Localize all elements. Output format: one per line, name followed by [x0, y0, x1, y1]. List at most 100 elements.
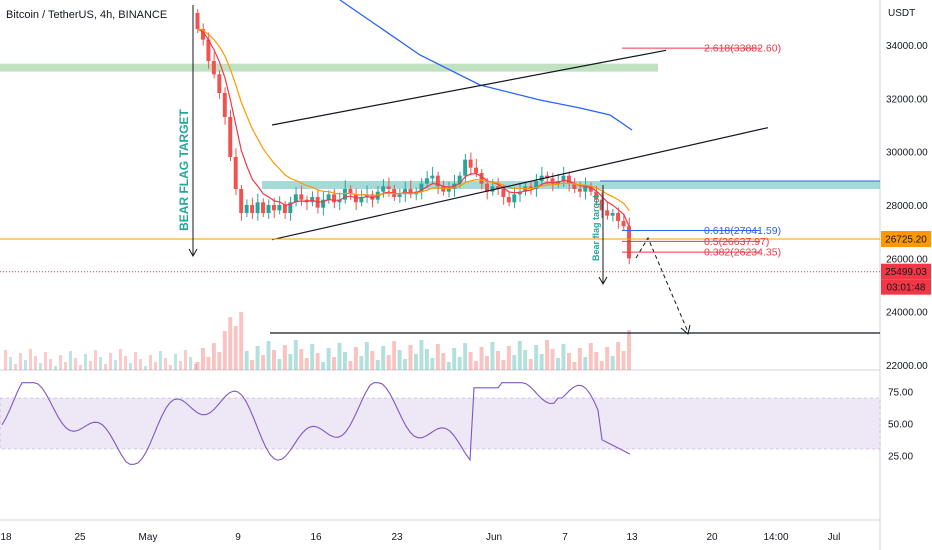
volume-bar [211, 343, 216, 370]
candle [588, 186, 593, 192]
arrow-head-icon [188, 248, 198, 258]
flag-lower-trendline[interactable] [271, 127, 769, 241]
time-tick-label: 18 [0, 532, 12, 543]
candle [342, 189, 347, 200]
volume-bar [255, 346, 260, 370]
price-tick-label: 24000.00 [886, 308, 928, 319]
volume-bar [556, 358, 560, 370]
volume-bar [534, 345, 539, 370]
candle [566, 175, 571, 184]
volume-bar [169, 365, 172, 370]
time-tick-label: 16 [310, 532, 322, 543]
ema-slow-line [197, 28, 630, 212]
volume-bar [370, 351, 375, 370]
rsi-line [1, 382, 631, 465]
projection-path[interactable] [635, 236, 689, 333]
candle [441, 186, 446, 192]
volume-bar [228, 317, 233, 370]
candle [337, 199, 342, 203]
candle [485, 183, 489, 192]
candle [271, 205, 276, 211]
candles [195, 9, 631, 265]
time-tick-label: 20 [706, 532, 718, 543]
volume-bar [129, 363, 132, 370]
candle [599, 199, 604, 211]
volume-bar [189, 357, 192, 370]
volume-bar [545, 340, 550, 370]
candle [408, 189, 413, 195]
volume-bar [610, 356, 615, 370]
candle [195, 13, 200, 29]
volume-bar [321, 362, 326, 370]
volume-bar [392, 341, 397, 370]
time-tick-label: 9 [235, 532, 241, 543]
countdown-tag-bg [881, 279, 931, 295]
price-tags: 26725.20 25499.03 03:01:48 [881, 230, 931, 295]
volume-bar [566, 353, 571, 370]
flag-upper-trendline[interactable] [271, 49, 667, 126]
volume-bar [386, 355, 391, 370]
rsi-line [1, 382, 631, 465]
volume-bar [315, 353, 320, 370]
volume-bar [19, 353, 22, 370]
candle [364, 194, 369, 197]
candle [282, 205, 287, 213]
fib-level-label: 0.5(26637.97) [704, 236, 769, 248]
fib-level-label: 0.382(26234.35) [704, 247, 781, 259]
volume-bar [577, 348, 582, 370]
time-tick-label: 14:00 [763, 532, 788, 543]
candle [397, 194, 402, 197]
volume-bar [29, 349, 32, 370]
candle [211, 61, 216, 75]
volume-bar [109, 353, 112, 370]
volume-bar [304, 358, 309, 370]
volume-bar [222, 331, 227, 370]
orange-price-tag: 26725.20 [885, 234, 927, 245]
candle [244, 205, 249, 213]
candle [501, 189, 506, 197]
time-tick-label: Jul [828, 532, 841, 543]
volume-bar [627, 330, 631, 370]
time-tick-label: 7 [562, 532, 568, 543]
candle [528, 186, 533, 189]
candle [627, 226, 631, 259]
volume-bar [397, 350, 402, 370]
volume-bar [506, 346, 511, 370]
volume-bar [468, 352, 473, 370]
volume-bar [512, 355, 517, 370]
volume-bar [561, 344, 566, 370]
rsi-tick-label: 75.00 [888, 388, 913, 399]
candle [288, 202, 293, 213]
volume-bar [616, 342, 621, 370]
volume-bar [572, 362, 577, 370]
price-tick-label: 22000.00 [886, 361, 928, 372]
volume-bar [64, 362, 67, 370]
candle [233, 157, 238, 189]
volume-bar [282, 345, 287, 370]
candle [255, 202, 260, 213]
volume-bar [599, 361, 604, 370]
volume-bar [79, 365, 82, 370]
volume-bar [288, 354, 293, 370]
candle [217, 74, 222, 93]
candle [577, 189, 582, 192]
volume-bar [250, 360, 255, 370]
candle [490, 186, 495, 192]
candle [321, 199, 326, 208]
candle [468, 159, 473, 168]
volume-bar [539, 354, 544, 370]
volume-bar [501, 360, 506, 370]
candle [403, 189, 408, 195]
candle [474, 167, 479, 173]
volume-bar [588, 343, 593, 370]
candle [594, 191, 599, 200]
volume-bar [144, 366, 147, 370]
volume-bar [463, 343, 468, 370]
candle [419, 183, 424, 192]
volume-bar [299, 349, 304, 370]
volume-bar [441, 353, 446, 370]
volume-bar [89, 361, 92, 370]
volume-bar [528, 359, 533, 370]
candle [605, 210, 610, 216]
